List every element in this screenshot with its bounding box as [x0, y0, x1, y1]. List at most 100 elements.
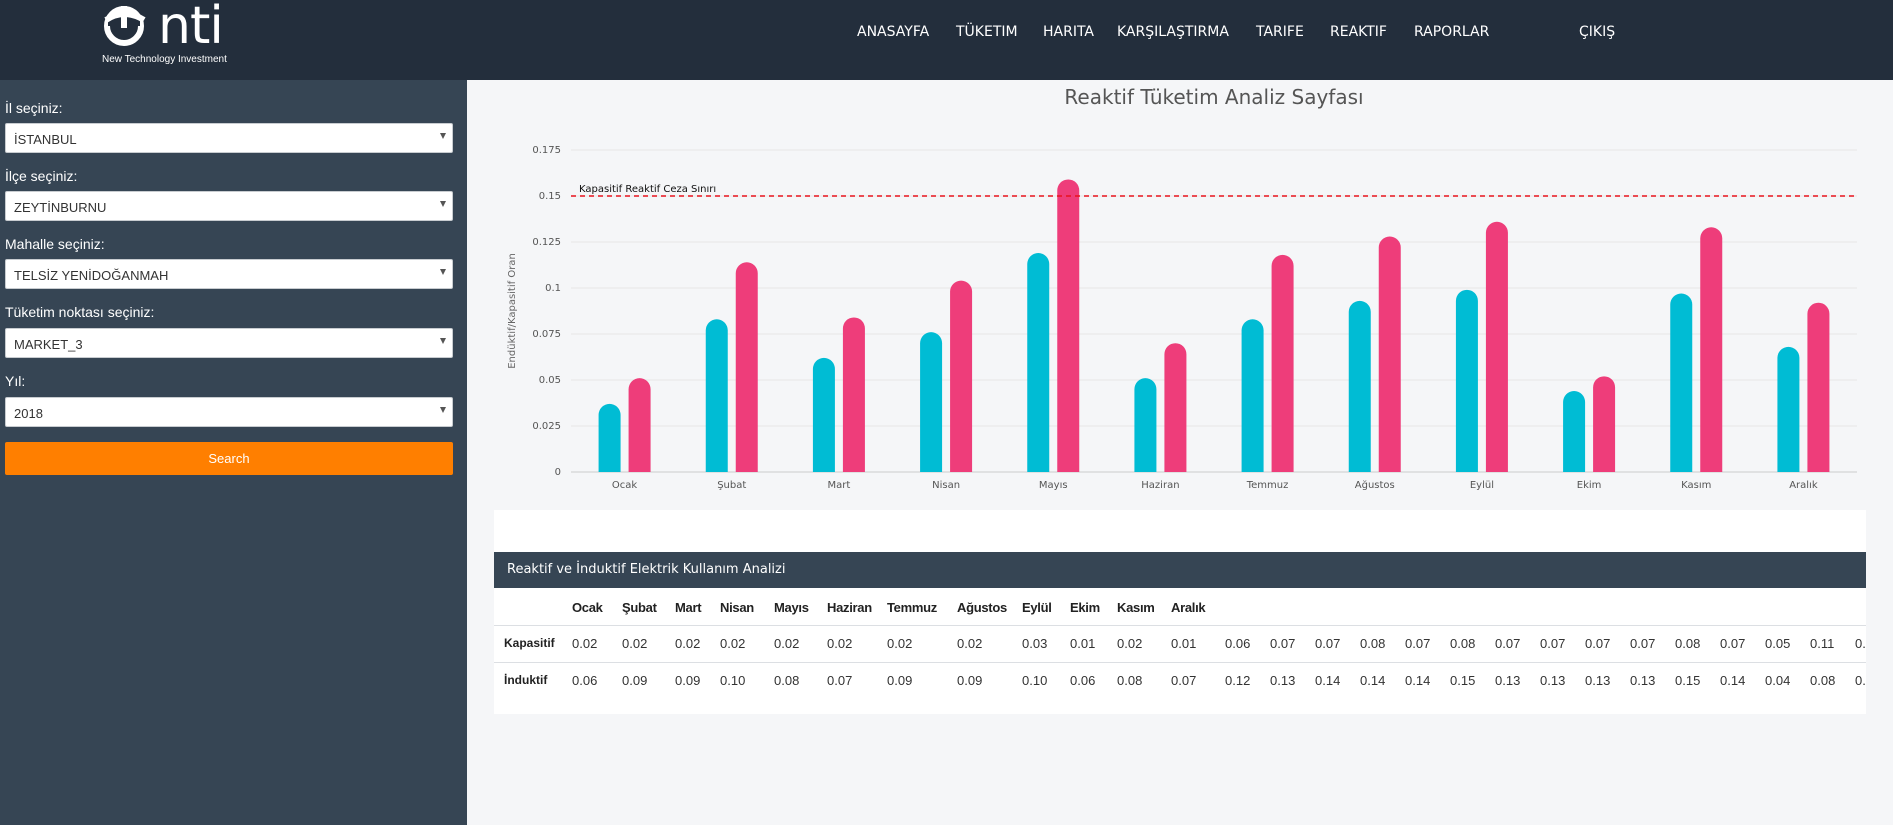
- col-header-7: Ağustos: [957, 600, 1007, 615]
- y-tick-label: 0.125: [532, 237, 561, 248]
- table-cell: 0.06: [572, 673, 598, 688]
- table-cell: 0.14: [1720, 673, 1746, 688]
- bar-temmuz-s1: [1271, 254, 1294, 472]
- table-cell: 0.07: [1585, 636, 1611, 651]
- table-cell: 0.08: [1360, 636, 1386, 651]
- col-header-5: Haziran: [827, 600, 872, 615]
- table-cell: 0.12: [1225, 673, 1251, 688]
- x-tick-label: Kasım: [1681, 480, 1711, 491]
- table-cell: 0.04: [1765, 673, 1791, 688]
- nav-reaktif[interactable]: REAKTIF: [1330, 24, 1387, 40]
- table-cell: 0.02: [572, 636, 598, 651]
- bar-ekim-s1: [1593, 376, 1616, 472]
- table-cell: 0.07: [1270, 636, 1296, 651]
- table-cell: 0.02: [887, 636, 913, 651]
- table-cell: 0.07: [1405, 636, 1431, 651]
- nav-tuketim[interactable]: TÜKETIM: [956, 24, 1018, 40]
- col-header-3: Nisan: [720, 600, 754, 615]
- x-tick-label: Temmuz: [1246, 480, 1289, 491]
- col-header-4: Mayıs: [774, 600, 809, 615]
- table-cell: 0.14: [1315, 673, 1341, 688]
- il-label: İl seçiniz:: [5, 100, 63, 116]
- nav-tarife[interactable]: TARIFE: [1256, 24, 1304, 40]
- chevron-down-icon: [440, 407, 446, 413]
- threshold-label: Kapasitif Reaktif Ceza Sınırı: [579, 184, 716, 195]
- chart-canvas: Reaktif Tüketim Analiz Sayfası Endüktif/K…: [507, 85, 1857, 491]
- table-cell: 0.01: [1171, 636, 1197, 651]
- mahalle-label: Mahalle seçiniz:: [5, 236, 105, 252]
- table-cell: 0.09: [675, 673, 701, 688]
- mahalle-select[interactable]: TELSİZ YENİDOĞANMAH: [5, 259, 453, 289]
- row-divider: [494, 625, 1866, 626]
- col-header-9: Ekim: [1070, 600, 1100, 615]
- y-tick-label: 0.075: [532, 329, 561, 340]
- table-cell: 0.08: [774, 673, 800, 688]
- table-cell: 0.07: [1171, 673, 1197, 688]
- table-cell: 0.13: [1630, 673, 1656, 688]
- table-cell: 0.08: [1675, 636, 1701, 651]
- nav-cikis[interactable]: ÇIKIŞ: [1579, 24, 1616, 40]
- y-tick-label: 0: [555, 467, 561, 478]
- tuketim-noktasi-label: Tüketim noktası seçiniz:: [5, 304, 155, 320]
- y-tick-label: 0.1: [545, 283, 561, 294]
- tuketim-noktasi-select-value: MARKET_3: [14, 337, 83, 352]
- logo-tagline: New Technology Investment: [102, 54, 227, 65]
- table-cell: 0.15: [1450, 673, 1476, 688]
- x-tick-label: Mart: [828, 480, 851, 491]
- chart-title: Reaktif Tüketim Analiz Sayfası: [1064, 85, 1363, 109]
- table-cell: 0.03: [1022, 636, 1048, 651]
- y-tick-label: 0.15: [539, 191, 561, 202]
- analysis-table: Ocak Şubat Mart Nisan Mayıs Haziran Temmuz Ağus…: [494, 588, 1866, 714]
- table-cell: 0.10: [720, 673, 746, 688]
- x-tick-label: Nisan: [932, 480, 960, 491]
- table-cell: 0.02: [957, 636, 983, 651]
- x-tick-label: Ağustos: [1355, 479, 1395, 491]
- y-tick-label: 0.05: [539, 375, 561, 386]
- bar-haziran-s0: [1134, 378, 1157, 472]
- nav-karsilastirma[interactable]: KARŞILAŞTIRMA: [1117, 24, 1229, 40]
- table-cell: 0.07: [1720, 636, 1746, 651]
- bar-ağustos-s0: [1348, 300, 1371, 472]
- top-navbar: nti New Technology Investment ANASAYFA T…: [0, 0, 1893, 80]
- table-cell: 0.07: [1495, 636, 1521, 651]
- bar-nisan-s1: [950, 280, 973, 472]
- chevron-down-icon: [440, 338, 446, 344]
- bar-şubat-s0: [705, 319, 728, 472]
- ilce-select-value: ZEYTİNBURNU: [14, 200, 107, 215]
- logo-text: nti: [158, 0, 224, 56]
- nav-harita[interactable]: HARITA: [1043, 24, 1095, 40]
- ilce-select[interactable]: ZEYTİNBURNU: [5, 191, 453, 221]
- logo[interactable]: nti New Technology Investment: [100, 0, 240, 72]
- bar-şubat-s1: [735, 262, 758, 472]
- filter-sidebar: İl seçiniz: İSTANBUL İlçe seçiniz: ZEYTİ…: [0, 80, 467, 825]
- col-header-2: Mart: [675, 600, 702, 615]
- bar-nisan-s0: [920, 332, 943, 472]
- col-header-1: Şubat: [622, 600, 657, 615]
- table-cell: 0.15: [1675, 673, 1701, 688]
- y-tick-label: 0.025: [532, 421, 561, 432]
- table-cell: 0.13: [1585, 673, 1611, 688]
- table-cell: 0.07: [827, 673, 853, 688]
- nav-anasayfa[interactable]: ANASAYFA: [857, 24, 930, 40]
- table-cell: 0.14: [1405, 673, 1431, 688]
- row-label-0: Kapasitif: [504, 636, 555, 650]
- y-axis-label: Endüktif/Kapasitif Oran: [507, 253, 518, 369]
- col-header-6: Temmuz: [887, 600, 937, 615]
- chevron-down-icon: [440, 133, 446, 139]
- panel-title: Reaktif ve İnduktif Elektrik Kullanım An…: [494, 552, 1866, 588]
- search-button[interactable]: Search: [5, 442, 453, 475]
- table-cell: 0.11: [1810, 636, 1835, 651]
- il-select-value: İSTANBUL: [14, 132, 77, 147]
- nav-raporlar[interactable]: RAPORLAR: [1414, 24, 1490, 40]
- row-label-1: İnduktif: [504, 673, 548, 687]
- tuketim-noktasi-select[interactable]: MARKET_3: [5, 328, 453, 358]
- table-cell: 0.07: [1540, 636, 1566, 651]
- bar-mart-s0: [812, 357, 835, 472]
- table-cell: 0.06: [1225, 636, 1251, 651]
- col-header-0: Ocak: [572, 600, 603, 615]
- il-select[interactable]: İSTANBUL: [5, 123, 453, 153]
- table-cell: 0.13: [1495, 673, 1521, 688]
- bar-mart-s1: [842, 317, 865, 472]
- table-cell: 0.06: [1070, 673, 1096, 688]
- yil-select[interactable]: 2018: [5, 397, 453, 427]
